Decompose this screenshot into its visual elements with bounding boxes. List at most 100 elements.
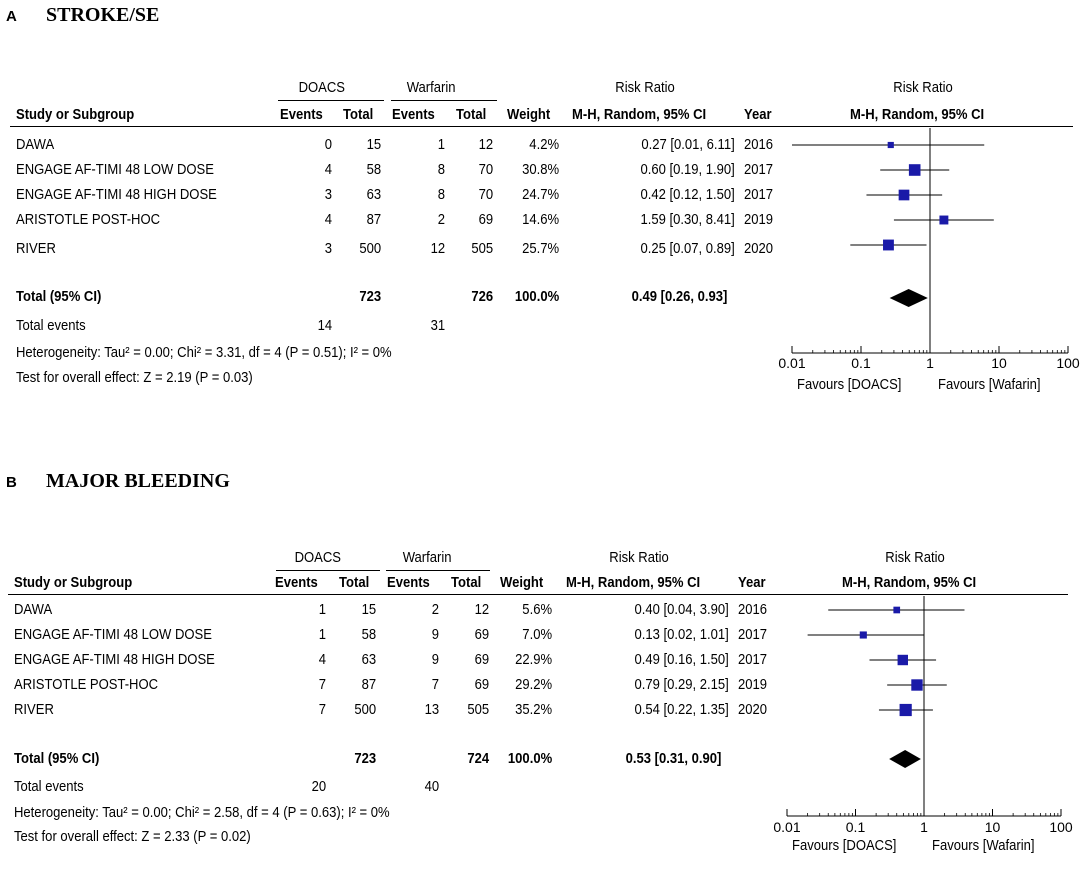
total-n2: 724 — [467, 751, 489, 767]
group1-header: DOACS — [298, 80, 345, 96]
events-1: 7 — [318, 677, 326, 693]
col-rr-sub: M-H, Random, 95% CI — [572, 107, 707, 123]
total-1: 500 — [359, 241, 381, 257]
x-tick-label: 100 — [1056, 355, 1080, 371]
year: 2019 — [738, 677, 768, 693]
year: 2016 — [744, 137, 774, 153]
total-weight: 100.0% — [514, 289, 559, 305]
study-marker — [893, 606, 901, 614]
plot-subheader: M-H, Random, 95% CI — [850, 107, 985, 123]
col-total-2: Total — [451, 575, 482, 591]
year: 2016 — [738, 602, 768, 618]
favours-right: Favours [Wafarin] — [932, 838, 1035, 854]
favours-right: Favours [Wafarin] — [938, 377, 1041, 393]
panel-stroke: A STROKE/SE DOACS Warfarin Risk Ratio Ri… — [0, 0, 1084, 430]
events-total-2: 40 — [424, 779, 439, 795]
weight: 7.0% — [522, 627, 552, 643]
col-events-1: Events — [275, 575, 318, 591]
study-name: ENGAGE AF-TIMI 48 HIGH DOSE — [14, 652, 215, 668]
study-marker — [939, 215, 949, 225]
heterogeneity: Heterogeneity: Tau² = 0.00; Chi² = 3.31,… — [16, 345, 392, 361]
total-1: 58 — [366, 162, 381, 178]
total-1: 15 — [361, 602, 376, 618]
total-weight: 100.0% — [507, 751, 552, 767]
study-marker — [908, 164, 921, 176]
total-2: 70 — [478, 162, 493, 178]
risk-ratio-ci: 0.13 [0.02, 1.01] — [634, 627, 729, 643]
overall-effect: Test for overall effect: Z = 2.33 (P = 0… — [14, 829, 251, 845]
study-name: DAWA — [14, 602, 53, 618]
events-1: 3 — [324, 241, 332, 257]
x-tick-label: 0.1 — [846, 819, 866, 835]
total-1: 63 — [361, 652, 376, 668]
total-1: 58 — [361, 627, 376, 643]
events-2: 13 — [424, 702, 439, 718]
year: 2020 — [744, 241, 774, 257]
group2-header: Warfarin — [402, 550, 452, 566]
study-marker — [911, 679, 923, 691]
year: 2020 — [738, 702, 768, 718]
risk-ratio-ci: 0.79 [0.29, 2.15] — [634, 677, 729, 693]
year: 2017 — [738, 627, 768, 643]
plot-header: Risk Ratio — [893, 80, 953, 96]
panel-major-bleeding: B MAJOR BLEEDING DOACS Warfarin Risk Rat… — [0, 466, 1084, 896]
risk-ratio-ci: 0.27 [0.01, 6.11] — [641, 137, 735, 153]
col-weight: Weight — [507, 107, 551, 123]
total-n2: 726 — [471, 289, 493, 305]
group1-header: DOACS — [294, 550, 341, 566]
favours-left: Favours [DOACS] — [797, 377, 902, 393]
study-marker — [897, 654, 908, 666]
study-marker — [898, 189, 910, 201]
total-n1: 723 — [359, 289, 381, 305]
study-name: RIVER — [14, 702, 54, 718]
col-year: Year — [738, 575, 766, 591]
total-2: 69 — [474, 652, 489, 668]
events-total-1: 14 — [317, 318, 332, 334]
year: 2017 — [744, 162, 774, 178]
total-2: 69 — [474, 627, 489, 643]
group2-header: Warfarin — [406, 80, 456, 96]
events-1: 0 — [324, 137, 332, 153]
forest-plots: 0.01 0.1 1 10 100 0.01 0.1 1 10 100 — [773, 128, 1080, 835]
col-events-2: Events — [387, 575, 430, 591]
study-name: ARISTOTLE POST-HOC — [14, 677, 159, 693]
pooled-diamond — [889, 289, 928, 307]
total-1: 87 — [366, 212, 381, 228]
rr-header: Risk Ratio — [609, 550, 669, 566]
total-2: 505 — [471, 241, 493, 257]
total-ci: 0.53 [0.31, 0.90] — [625, 751, 721, 767]
col-rr-sub: M-H, Random, 95% CI — [566, 575, 701, 591]
total-label: Total (95% CI) — [14, 751, 100, 767]
events-2: 9 — [431, 627, 439, 643]
heterogeneity: Heterogeneity: Tau² = 0.00; Chi² = 2.58,… — [14, 805, 390, 821]
favours-left: Favours [DOACS] — [792, 838, 897, 854]
total-n1: 723 — [354, 751, 376, 767]
events-1: 7 — [318, 702, 326, 718]
study-name: DAWA — [16, 137, 55, 153]
weight: 4.2% — [529, 137, 559, 153]
col-weight: Weight — [500, 575, 544, 591]
events-total-2: 31 — [430, 318, 445, 334]
risk-ratio-ci: 0.49 [0.16, 1.50] — [634, 652, 729, 668]
risk-ratio-ci: 0.40 [0.04, 3.90] — [634, 602, 729, 618]
total-ci: 0.49 [0.26, 0.93] — [631, 289, 727, 305]
total-2: 12 — [474, 602, 489, 618]
x-tick-label: 0.1 — [851, 355, 871, 371]
plot-subheader: M-H, Random, 95% CI — [842, 575, 977, 591]
col-total-1: Total — [339, 575, 370, 591]
study-name: ARISTOTLE POST-HOC — [16, 212, 161, 228]
total-2: 12 — [478, 137, 493, 153]
total-1: 63 — [366, 187, 381, 203]
col-study: Study or Subgroup — [14, 575, 133, 591]
risk-ratio-ci: 0.54 [0.22, 1.35] — [634, 702, 729, 718]
events-2: 2 — [431, 602, 439, 618]
study-marker — [883, 239, 894, 251]
events-2: 8 — [437, 162, 445, 178]
events-1: 4 — [318, 652, 326, 668]
events-1: 4 — [324, 212, 332, 228]
panel-letter: B — [6, 474, 17, 491]
events-2: 2 — [437, 212, 445, 228]
events-2: 12 — [430, 241, 445, 257]
total-label: Total (95% CI) — [16, 289, 102, 305]
events-label: Total events — [16, 318, 86, 334]
